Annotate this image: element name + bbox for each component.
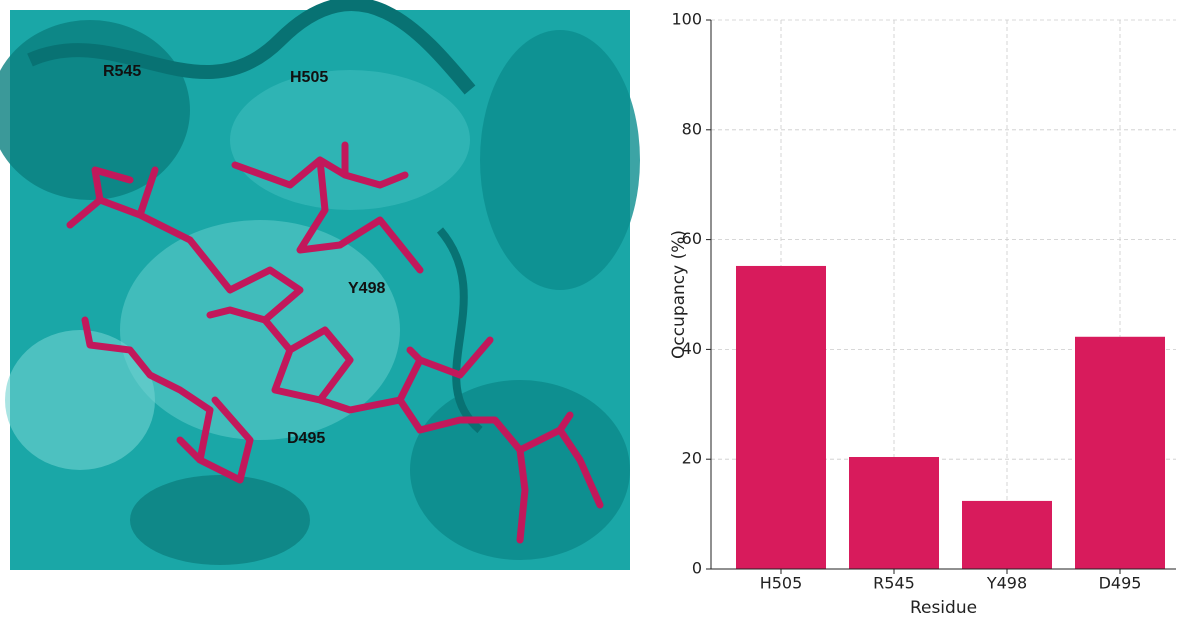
x-tick-label: Y498 [986, 574, 1027, 593]
bar [736, 266, 826, 569]
residue-label: H505 [290, 69, 328, 86]
residue-label: D495 [287, 430, 325, 447]
y-tick-label: 100 [671, 10, 702, 29]
y-tick-label: 0 [692, 559, 702, 578]
residue-label: Y498 [348, 280, 385, 297]
helix [130, 475, 310, 565]
surface [230, 70, 470, 210]
x-tick-label: D495 [1099, 574, 1142, 593]
x-tick-label: H505 [760, 574, 803, 593]
bar [962, 501, 1052, 569]
y-tick-label: 80 [682, 119, 702, 138]
y-axis-label: Occupancy (%) [669, 230, 689, 359]
figure: R545 H505 Y498 D495 020406080100H505R545… [0, 0, 1181, 618]
structure-image: R545 H505 Y498 D495 [0, 4, 640, 570]
y-tick-label: 20 [682, 449, 702, 468]
bar [1075, 337, 1165, 569]
helix [480, 30, 640, 290]
x-tick-label: R545 [873, 574, 915, 593]
bar [849, 457, 939, 569]
residue-label: R545 [103, 63, 141, 80]
x-axis-label: Residue [910, 598, 977, 618]
